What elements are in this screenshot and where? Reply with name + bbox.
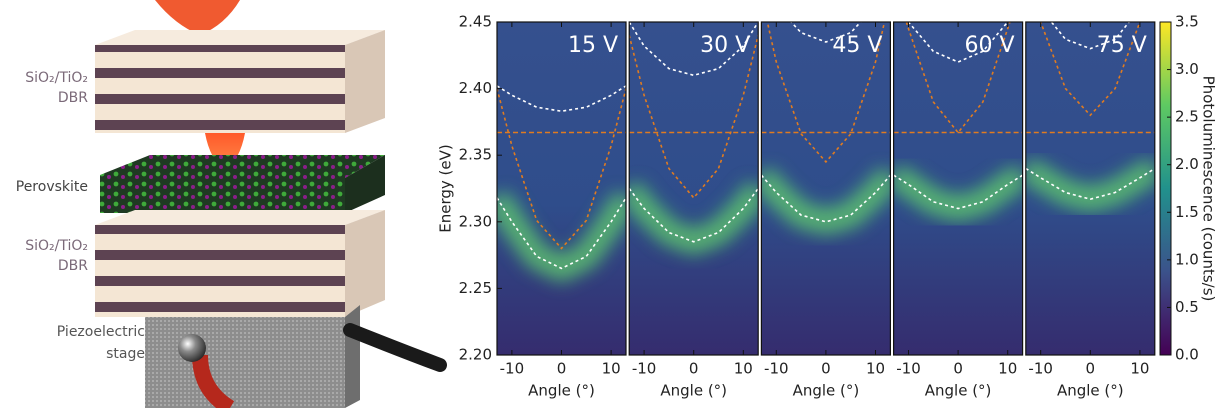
dispersion-curve (629, 22, 759, 77)
label: SiO₂/TiO₂ (25, 238, 88, 254)
dispersion-curve (497, 85, 626, 113)
dispersion-curve (766, 22, 886, 164)
colorbar-label: Photoluminescence (counts/s) (1200, 76, 1218, 302)
heatmap-background (497, 22, 626, 355)
x-tick-label: 10 (602, 360, 621, 378)
x-axis-label: Angle (°) (1057, 382, 1124, 400)
perovskite-side (345, 155, 385, 213)
dispersion-curve (629, 188, 759, 243)
colorbar-tick-label: 1.5 (1175, 203, 1199, 221)
y-tick-label: 2.45 (459, 13, 492, 31)
label: Piezoelectric (57, 324, 145, 340)
x-tick-label: 0 (689, 360, 699, 378)
dbr-top-side (345, 30, 385, 133)
emission-core (761, 172, 891, 226)
panel (629, 22, 759, 355)
x-tick-label: 10 (866, 360, 885, 378)
colorbar-tick-label: 2.0 (1175, 155, 1199, 173)
x-tick-label: 10 (1130, 360, 1149, 378)
y-tick-label: 2.40 (459, 79, 492, 97)
y-tick-label: 2.25 (459, 279, 492, 297)
dbr-bottom-front (95, 225, 345, 317)
panel (893, 22, 1023, 355)
y-tick-label: 2.30 (459, 212, 492, 230)
panel (761, 22, 891, 355)
stage-side (345, 305, 360, 408)
y-tick-label: 2.20 (459, 346, 492, 364)
x-axis-label: Angle (°) (925, 382, 992, 400)
dispersion-curve (497, 88, 626, 250)
dispersion-curve (629, 35, 759, 200)
panel (1025, 22, 1155, 355)
x-tick-label: -10 (1028, 360, 1053, 378)
dbr-bottom-side (345, 210, 385, 317)
illustration: SiO₂/TiO₂ DBR Perovskite SiO₂/TiO₂ DBR P… (16, 0, 447, 408)
colorbar-tick-label: 3.0 (1175, 60, 1199, 78)
colorbar-tick-label: 2.5 (1175, 108, 1199, 126)
panel-title: 45 V (832, 33, 882, 58)
x-tick-label: 0 (953, 360, 963, 378)
dispersion-curve (1039, 22, 1141, 117)
dispersion-curve (1050, 22, 1131, 50)
colorbar (1159, 21, 1172, 356)
dispersion-curve (497, 197, 626, 270)
x-tick-label: -10 (500, 360, 525, 378)
label: SiO₂/TiO₂ (25, 70, 88, 86)
x-tick-label: 0 (821, 360, 831, 378)
x-tick-label: 0 (557, 360, 567, 378)
colorbar-tick-label: 0.0 (1175, 346, 1199, 364)
panel-title: 75 V (1097, 33, 1147, 58)
label: DBR (58, 90, 88, 106)
colorbar-tick-label: 1.0 (1175, 250, 1199, 268)
y-tick-label: 2.35 (459, 146, 492, 164)
colorbar-tick-label: 0.5 (1175, 298, 1199, 316)
x-tick-label: -10 (896, 360, 921, 378)
x-tick-label: 0 (1086, 360, 1096, 378)
heatmap-background (629, 22, 759, 355)
label: Perovskite (16, 179, 88, 195)
panel-title: 15 V (568, 33, 618, 58)
cable-red (192, 354, 235, 408)
x-axis-label: Angle (°) (528, 382, 595, 400)
dispersion-curve (893, 174, 1023, 210)
x-tick-label: -10 (632, 360, 657, 378)
dispersion-curve (905, 22, 1011, 134)
dispersion-curve (790, 22, 862, 43)
laser-cone (155, 0, 240, 35)
x-axis-label: Angle (°) (660, 382, 727, 400)
dispersion-curve (1025, 167, 1155, 201)
panel-title: 30 V (700, 33, 750, 58)
panel (497, 22, 626, 355)
dbr-top-face (95, 30, 385, 45)
y-axis-label: Energy (eV) (437, 144, 455, 232)
stage-front (145, 317, 345, 408)
x-axis-label: Angle (°) (793, 382, 860, 400)
cable-black (343, 323, 447, 372)
dbr-top-front (95, 45, 345, 133)
perovskite-top (100, 155, 385, 178)
label: DBR (58, 258, 88, 274)
colorbar-tick-label: 3.5 (1175, 13, 1199, 31)
panel-title: 60 V (965, 33, 1015, 58)
laser-beam (205, 133, 245, 170)
perovskite-front (100, 175, 345, 213)
label: stage (106, 346, 145, 362)
x-tick-label: 10 (998, 360, 1017, 378)
connector (178, 334, 206, 362)
dbr-bottom-face (95, 210, 385, 225)
x-tick-label: -10 (764, 360, 789, 378)
x-tick-label: 10 (734, 360, 753, 378)
